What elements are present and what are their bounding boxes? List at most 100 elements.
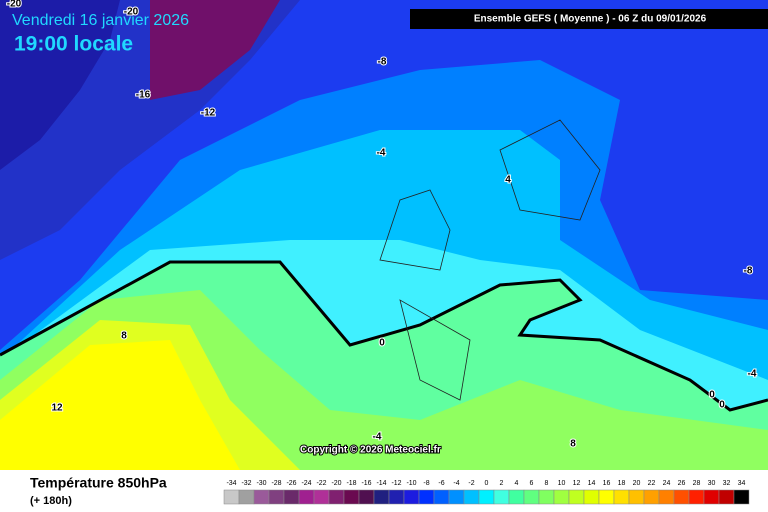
cold-region	[0, 0, 120, 170]
legend-swatch	[238, 489, 255, 505]
legend-label: -20	[331, 480, 341, 487]
legend-swatch	[583, 489, 600, 505]
contour-label: 8	[121, 331, 127, 342]
legend-label: -34	[226, 480, 236, 487]
time-label: 19:00 locale	[14, 33, 133, 56]
legend-label: 14	[588, 480, 596, 487]
legend-swatch	[223, 489, 240, 505]
model-label: Ensemble GEFS ( Moyenne ) - 06 Z du 09/0…	[474, 14, 707, 25]
footer-subtitle: (+ 180h)	[30, 495, 72, 507]
legend-swatch	[298, 489, 315, 505]
legend-label: 30	[708, 480, 716, 487]
legend-label: 28	[693, 480, 701, 487]
legend-label: 20	[633, 480, 641, 487]
legend-swatch	[418, 489, 435, 505]
legend-swatch	[553, 489, 570, 505]
legend-label: 18	[618, 480, 626, 487]
contour-label: 8	[570, 439, 576, 450]
contour-label: 4	[505, 175, 511, 186]
legend-label: -22	[316, 480, 326, 487]
legend-swatch	[253, 489, 270, 505]
legend-swatch	[523, 489, 540, 505]
model-box	[410, 9, 768, 29]
legend-label: 22	[648, 480, 656, 487]
legend-swatch	[493, 489, 510, 505]
legend-swatch	[628, 489, 645, 505]
legend-swatch	[463, 489, 480, 505]
legend-label: 26	[678, 480, 686, 487]
legend-swatch	[433, 489, 450, 505]
footer-title: Température 850hPa	[30, 475, 167, 491]
legend-swatch	[478, 489, 495, 505]
legend-label: -28	[271, 480, 281, 487]
legend-label: -18	[346, 480, 356, 487]
contour-label: 0	[719, 400, 725, 411]
legend-swatch	[673, 489, 690, 505]
legend-label: -14	[376, 480, 386, 487]
legend-label: 10	[558, 480, 566, 487]
legend-label: -26	[286, 480, 296, 487]
legend-label: 34	[738, 480, 746, 487]
legend-swatch	[703, 489, 720, 505]
legend-label: 4	[515, 480, 519, 487]
legend-label: 2	[500, 480, 504, 487]
legend-label: -12	[391, 480, 401, 487]
legend-label: -4	[453, 480, 459, 487]
coastlines	[379, 119, 601, 401]
legend-swatch	[538, 489, 555, 505]
contour-label: -20	[7, 0, 22, 10]
legend-swatch	[388, 489, 405, 505]
legend-label: 0	[485, 480, 489, 487]
legend-label: 16	[603, 480, 611, 487]
contour-label: 0	[379, 338, 385, 349]
legend-swatch	[328, 489, 345, 505]
legend-swatch	[343, 489, 360, 505]
legend-label: 12	[573, 480, 581, 487]
contour-label: -8	[378, 57, 387, 68]
legend-swatch	[643, 489, 660, 505]
legend-label: 24	[663, 480, 671, 487]
legend-swatch	[358, 489, 375, 505]
legend-swatch	[598, 489, 615, 505]
legend-label: -30	[256, 480, 266, 487]
legend-label: 8	[545, 480, 549, 487]
band-16	[0, 340, 240, 470]
legend-swatch	[448, 489, 465, 505]
cold-region	[150, 0, 280, 100]
legend-label: -24	[301, 480, 311, 487]
contour-label: -8	[744, 266, 753, 277]
legend-swatch	[403, 489, 420, 505]
legend-label: -2	[468, 480, 474, 487]
legend-swatch	[283, 489, 300, 505]
contour-label: -16	[136, 90, 151, 101]
contour-label: -4	[373, 432, 382, 443]
legend-swatch	[658, 489, 675, 505]
legend-label: -10	[406, 480, 416, 487]
legend-label: -6	[438, 480, 444, 487]
legend-swatch	[688, 489, 705, 505]
legend-label: -8	[423, 480, 429, 487]
contour-label: -4	[377, 148, 386, 159]
contour-label: 0	[709, 390, 715, 401]
legend-swatch	[313, 489, 330, 505]
legend-swatch	[268, 489, 285, 505]
legend-swatch	[613, 489, 630, 505]
legend-swatch	[508, 489, 525, 505]
legend-label: 32	[723, 480, 731, 487]
legend-swatch	[373, 489, 390, 505]
legend-swatch	[568, 489, 585, 505]
legend-swatch	[718, 489, 735, 505]
legend-label: -16	[361, 480, 371, 487]
legend-label: -32	[241, 480, 251, 487]
contour-label: 12	[51, 403, 63, 414]
copyright: Copyright © 2026 Meteociel.fr	[300, 445, 441, 456]
zero-isotherm	[0, 260, 768, 412]
legend-swatch	[733, 489, 750, 505]
date-label: Vendredi 16 janvier 2026	[12, 12, 189, 29]
contour-label: -4	[748, 369, 757, 380]
contour-label: -20	[124, 7, 139, 18]
legend-label: 6	[530, 480, 534, 487]
contour-label: -12	[201, 108, 216, 119]
